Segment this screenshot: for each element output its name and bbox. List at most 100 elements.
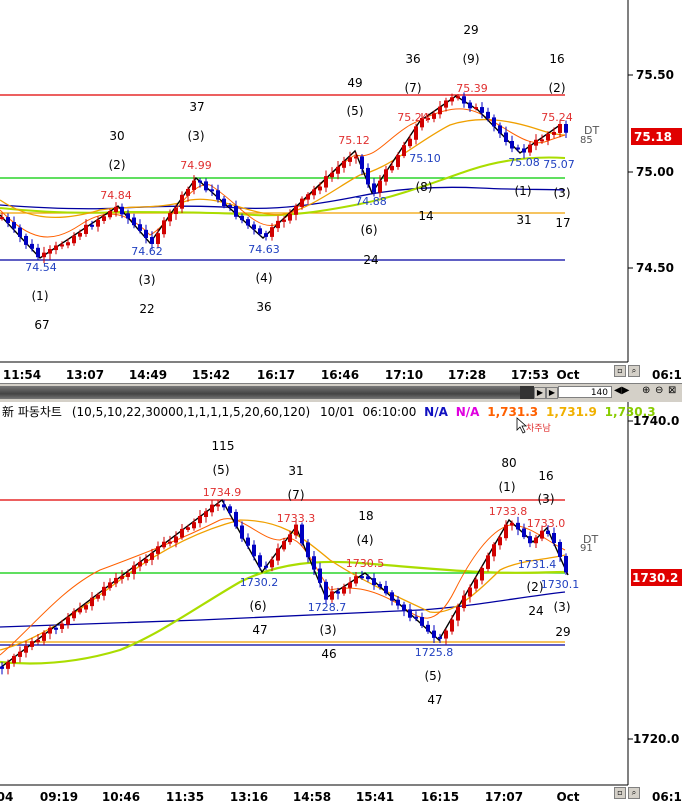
candle-body <box>228 506 232 513</box>
candle-body <box>144 229 148 238</box>
candle-body <box>408 138 412 147</box>
candle-body <box>150 552 154 560</box>
candle-body <box>264 565 268 568</box>
scroll-end-button[interactable]: ▶ <box>546 387 558 399</box>
candle-body <box>120 206 124 215</box>
time-tick: 10:46 <box>102 790 140 804</box>
candle-body <box>240 215 244 221</box>
candle-body <box>558 124 562 133</box>
cursor-label: 차주남 <box>526 422 551 434</box>
candle-body <box>348 582 352 588</box>
bottom-wave-labels: 115 (5) (6) 47 31 (7) 18 (4) (3) 46 (5) … <box>212 439 571 707</box>
zoom-out-icon[interactable]: ⊖ <box>655 385 664 396</box>
candle-body <box>354 576 358 584</box>
candle-body <box>294 205 298 215</box>
wave-label: 37 <box>189 100 204 114</box>
time-tick: 11:54 <box>3 368 41 382</box>
candle-body <box>480 107 484 113</box>
time-tick: 04 <box>0 790 13 804</box>
candle-body <box>354 156 358 159</box>
marker-91: 91 <box>580 543 593 554</box>
candle-body <box>54 245 58 251</box>
swing-price-label: 1733.8 <box>489 505 528 518</box>
bottom-ma-blue <box>0 591 566 628</box>
candle-body <box>558 541 562 557</box>
scroll-right-button[interactable]: ▶ <box>534 387 546 399</box>
time-tick: 11:35 <box>166 790 204 804</box>
bottom-price-scale: 1740.0 1720.0 <box>628 414 679 746</box>
zoom-input[interactable]: 140 <box>558 386 612 398</box>
wave-label: (5) <box>347 104 364 118</box>
wave-label: 29 <box>463 23 478 37</box>
candle-body <box>246 537 250 546</box>
zoom-arrows-icon[interactable]: ◀▶ <box>614 385 630 396</box>
pane-search-icon[interactable]: ⌕ <box>628 787 640 799</box>
bottom-chart-header: 新 파동차트 (10,5,10,22,30000,1,1,1,1,5,20,60… <box>2 404 656 419</box>
candle-body <box>534 139 538 146</box>
wave-label: 80 <box>501 456 516 470</box>
top-scroll-bar[interactable]: ▶ ▶ 140 ◀▶ ⊕ ⊖ ⊠ <box>0 383 682 402</box>
candle-body <box>228 205 232 208</box>
candle-body <box>276 220 280 229</box>
wave-label: 47 <box>252 623 267 637</box>
candle-body <box>420 118 424 128</box>
candle-body <box>60 623 64 629</box>
zoom-in-icon[interactable]: ⊕ <box>642 385 651 396</box>
scroll-thumb[interactable] <box>520 386 534 399</box>
candle-body <box>96 594 100 599</box>
pane-search-icon[interactable]: ⌕ <box>628 365 640 377</box>
wave-label: (5) <box>213 463 230 477</box>
candle-body <box>300 524 304 544</box>
wave-label: 22 <box>139 302 154 316</box>
candle-body <box>468 587 472 597</box>
candle-body <box>396 599 400 606</box>
candle-body <box>246 219 250 226</box>
swing-price-label: 74.84 <box>100 189 132 202</box>
bottom-chart: 115 (5) (6) 47 31 (7) 18 (4) (3) 46 (5) … <box>0 402 682 785</box>
top-price-scale: 75.50 75.00 74.50 <box>628 68 674 275</box>
candle-body <box>252 224 256 230</box>
candle-body <box>84 224 88 234</box>
candle-body <box>564 124 568 133</box>
candle-body <box>312 556 316 570</box>
wave-label: (4) <box>357 533 374 547</box>
wave-label: (3) <box>538 492 555 506</box>
candle-body <box>276 548 280 561</box>
candle-body <box>396 155 400 167</box>
candle-body <box>546 133 550 141</box>
candle-body <box>330 591 334 600</box>
swing-price-label: 1730.2 <box>240 576 279 589</box>
candle-body <box>480 567 484 581</box>
candle-body <box>552 131 556 135</box>
candle-body <box>456 607 460 621</box>
wave-label: 29 <box>555 625 570 639</box>
candle-body <box>486 555 490 569</box>
close-pane-icon[interactable]: ⊠ <box>668 385 677 396</box>
candle-body <box>108 582 112 588</box>
wave-label: 115 <box>212 439 235 453</box>
swing-price-label: 1725.8 <box>415 646 454 659</box>
candle-body <box>204 181 208 191</box>
candle-body <box>42 632 46 641</box>
candle-body <box>210 504 214 513</box>
candle-body <box>468 102 472 109</box>
swing-price-label: 75.08 <box>508 156 540 169</box>
candle-body <box>408 609 412 618</box>
pane-restore-icon[interactable]: ▫ <box>614 365 626 377</box>
header-v2: N/A <box>456 405 480 419</box>
candle-body <box>348 157 352 162</box>
header-v4: 1,731.9 <box>546 405 597 419</box>
candle-body <box>144 558 148 563</box>
candle-body <box>324 176 328 188</box>
candle-body <box>444 100 448 108</box>
candle-body <box>258 555 262 567</box>
volume-strip <box>0 386 520 399</box>
time-tick: Oct <box>556 368 579 382</box>
candle-body <box>462 595 466 609</box>
pane-restore-icon[interactable]: ▫ <box>614 787 626 799</box>
candle-body <box>60 244 64 247</box>
candle-body <box>552 532 556 543</box>
bottom-ma-red <box>0 518 566 656</box>
candle-body <box>288 534 292 543</box>
